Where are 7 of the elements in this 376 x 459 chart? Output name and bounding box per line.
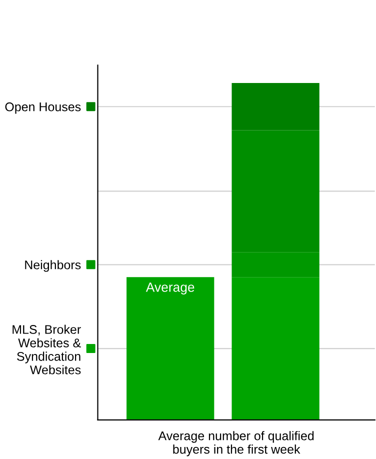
x-axis-title: Average number of qualified buyers in the first week [158, 431, 314, 456]
bar [126, 277, 214, 420]
bar [232, 83, 320, 130]
legend-label: MLS, Broker Websites & Syndication Websites [12, 324, 81, 374]
legend-label: Open Houses [5, 102, 81, 114]
legend-label: Neighbors [25, 260, 81, 272]
x-tick-label: Average [146, 282, 194, 294]
